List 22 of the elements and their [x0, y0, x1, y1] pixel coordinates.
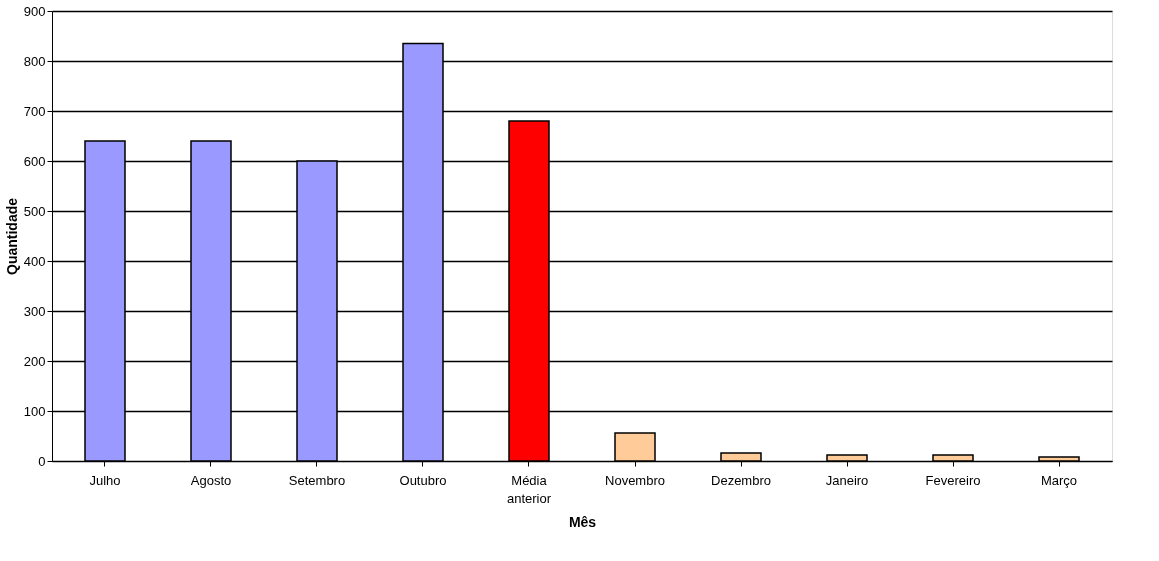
x-tick-label: Julho: [89, 472, 121, 488]
y-axis-title: Quantidade: [3, 197, 20, 276]
y-tick-label: 0: [38, 453, 46, 469]
x-tick-label: Dezembro: [711, 472, 771, 488]
y-tick-label: 800: [23, 53, 46, 69]
y-tick-label: 900: [23, 3, 46, 19]
x-tick-label: Novembro: [605, 472, 665, 488]
x-tick-label: Setembro: [288, 472, 346, 488]
x-tick-label: Outubro: [399, 472, 447, 488]
x-axis-title: Mês: [568, 513, 597, 530]
y-tick-label: 600: [23, 153, 46, 169]
y-tick-label: 100: [23, 403, 46, 419]
x-tick-label: Média anterior: [506, 472, 552, 506]
x-tick-label: Janeiro: [825, 472, 869, 488]
y-tick-label: 300: [23, 303, 46, 319]
y-tick-label: 400: [23, 253, 46, 269]
x-tick-label: Março: [1040, 472, 1078, 488]
y-tick-label: 500: [23, 203, 46, 219]
x-tick-label: Fevereiro: [925, 472, 981, 488]
y-tick-label: 700: [23, 103, 46, 119]
y-tick-label: 200: [23, 353, 46, 369]
x-tick-label: Agosto: [190, 472, 232, 488]
